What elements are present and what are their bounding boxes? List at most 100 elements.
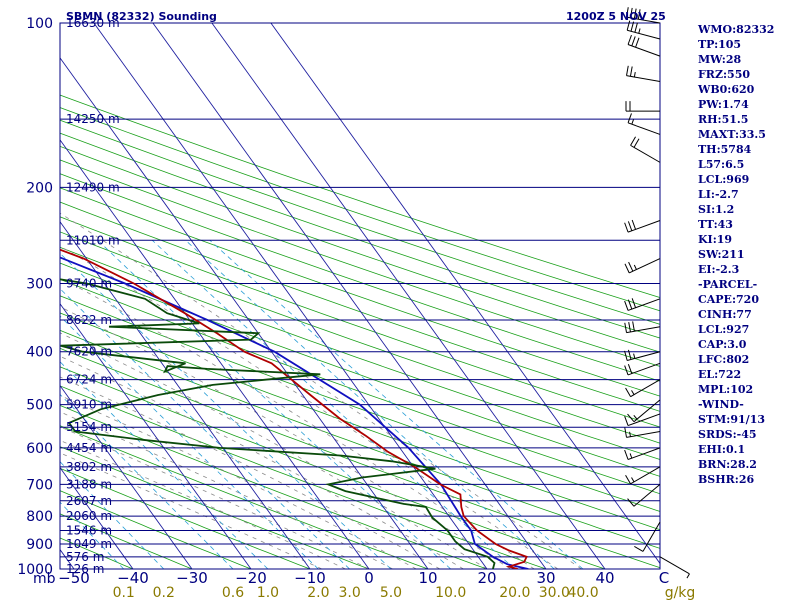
wind-barb	[624, 258, 661, 274]
temperature-tick-label: 20	[477, 569, 496, 587]
pressure-tick-label: 200	[26, 180, 53, 196]
wind-barb-flag	[624, 350, 628, 361]
wind-barb-flag	[627, 498, 635, 507]
isotherms	[60, 23, 660, 569]
dry-adiabat-line	[60, 446, 370, 569]
isotherm-line	[60, 466, 134, 569]
pressure-unit-label: mb	[33, 571, 56, 587]
sounding-index: SW:211	[698, 248, 745, 261]
wind-barb-half-flag	[629, 431, 631, 437]
wind-barb-flag	[626, 65, 629, 76]
wind-barb-flag	[627, 113, 632, 123]
mixing-ratio-line	[60, 288, 350, 569]
isotherm-line	[60, 139, 370, 569]
dry-adiabat-line	[60, 425, 429, 569]
dry-adiabat-line	[60, 173, 660, 382]
height-label: 7620 m	[66, 345, 112, 359]
wind-barb-staff	[627, 220, 661, 233]
wind-barb	[625, 466, 661, 485]
wind-barb-flag	[624, 300, 629, 311]
wind-barb-staff	[626, 75, 661, 83]
mixing-ratio-label: 1.0	[257, 585, 279, 600]
wind-barb-flag	[624, 365, 629, 376]
isotherm-line	[60, 302, 252, 569]
wind-barb-half-flag	[633, 414, 638, 420]
temperature-tick-label: C	[659, 569, 669, 587]
height-label: 9740 m	[66, 277, 112, 291]
temperature-tick-label: −40	[117, 569, 149, 587]
wind-barb-staff	[627, 362, 661, 376]
sounding-index: BRN:28.2	[698, 458, 757, 471]
height-label: 1049 m	[66, 537, 112, 551]
height-label: 6724 m	[66, 373, 112, 387]
sounding-index: LFC:802	[698, 353, 750, 366]
height-label: 3802 m	[66, 460, 112, 474]
height-label: 5910 m	[66, 398, 112, 412]
moist-adiabat-line	[60, 426, 370, 569]
wind-barb-half-flag	[686, 573, 690, 579]
wind-barb-flag	[631, 36, 636, 47]
wind-barb-flag	[626, 20, 631, 31]
wind-barb-half-flag	[629, 453, 633, 459]
height-label: 8622 m	[66, 313, 112, 327]
wind-barb-staff	[627, 298, 661, 311]
wind-barb	[624, 362, 661, 376]
wind-barb-flag	[625, 387, 631, 397]
height-label: 11010 m	[66, 233, 120, 247]
wind-barb-half-flag	[633, 264, 637, 270]
temperature-tick-label: −10	[294, 569, 326, 587]
temperature-trace	[60, 248, 528, 569]
temperature-tick-label: 0	[364, 569, 374, 587]
wind-barb-flag	[634, 545, 644, 552]
wind-barb-flag	[630, 136, 636, 146]
wind-barb-staff	[642, 521, 661, 552]
mixing-ratio-line	[60, 361, 269, 569]
wind-barb-staff	[626, 326, 661, 334]
wind-barb	[624, 427, 661, 438]
isotherm-line	[60, 384, 193, 569]
wind-barb-flag	[624, 322, 628, 333]
mixing-ratio-line	[152, 240, 516, 569]
parcel-trace	[60, 256, 529, 569]
sounding-index: LCL:927	[698, 323, 750, 336]
moist-adiabat-line	[60, 394, 417, 569]
wind-barb	[624, 321, 661, 334]
mixing-ratio-label: 0.2	[153, 585, 175, 600]
mixing-ratio-label: 40.0	[567, 585, 598, 600]
sounding-index: CAPE:720	[698, 293, 759, 306]
wind-barb	[626, 20, 661, 40]
sounding-index: L57:6.5	[698, 158, 745, 171]
mixing-ratio-label: 0.1	[113, 585, 135, 600]
isotherm-line	[211, 23, 606, 569]
wind-barb-flag	[637, 9, 641, 20]
wind-barb	[627, 399, 661, 423]
wind-barb	[626, 65, 661, 83]
wind-barb-flag	[628, 261, 634, 272]
mixing-ratio-line	[185, 240, 555, 569]
wind-barb-half-flag	[631, 390, 635, 395]
temperature-tick-label: 30	[536, 569, 555, 587]
wind-barb-flag	[629, 66, 633, 77]
height-label: 1546 m	[66, 523, 112, 537]
pressure-tick-label: 800	[26, 509, 53, 525]
height-label: 2607 m	[66, 494, 112, 508]
isobars	[59, 22, 661, 570]
sounding-index: FRZ:550	[698, 68, 751, 81]
wind-barb-flag	[631, 298, 637, 308]
wind-barb	[627, 34, 661, 57]
sounding-index: -PARCEL-	[698, 278, 758, 291]
wind-barb-staff	[627, 351, 661, 362]
wind-barb	[624, 413, 661, 427]
temperature-tick-label: 10	[418, 569, 437, 587]
wind-barb	[624, 349, 661, 362]
wind-barb-flag	[627, 221, 633, 231]
wind-barb-flag	[630, 21, 635, 32]
wind-barb	[624, 447, 661, 460]
pressure-tick-label: 100	[26, 16, 53, 32]
temperature-tick-label: −30	[176, 569, 208, 587]
wind-barb-staff	[633, 399, 661, 423]
pressure-tick-label: 1000	[17, 562, 53, 578]
height-label: 126 m	[66, 562, 104, 576]
wind-barb-flag	[627, 34, 632, 45]
height-label: 4454 m	[66, 441, 112, 455]
